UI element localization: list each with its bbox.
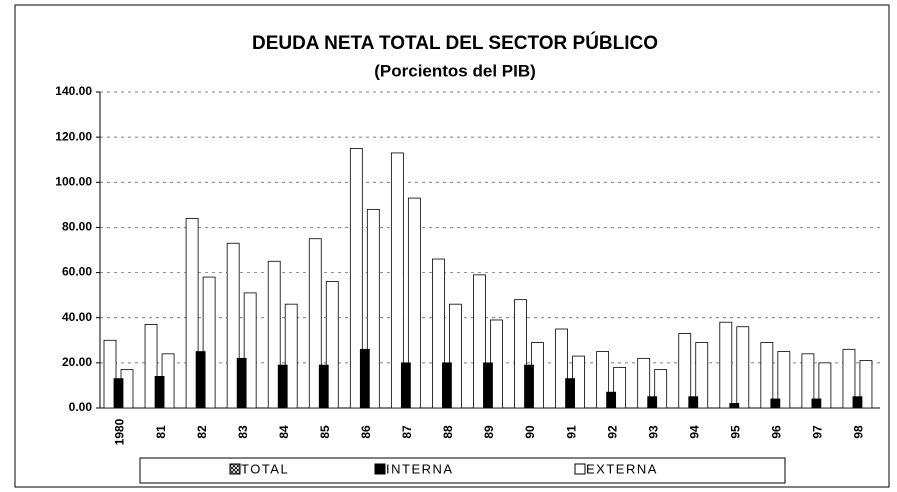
bar (760, 342, 774, 409)
bar (202, 276, 216, 409)
x-tick-label: 96 (770, 425, 784, 439)
y-tick-label: 40.00 (62, 310, 92, 324)
chart-subtitle: (Porcientos del PIB) (374, 61, 536, 80)
bar (325, 281, 339, 409)
bar (442, 362, 452, 409)
bar (736, 326, 750, 409)
bar (103, 339, 117, 409)
legend (139, 457, 786, 484)
bar (407, 197, 421, 409)
legend-label: EXTERNA (586, 461, 658, 476)
bar (678, 333, 692, 409)
bar (483, 362, 493, 409)
x-tick-label: 87 (400, 425, 414, 439)
x-tick-label: 88 (441, 425, 455, 439)
chart-title: DEUDA NETA TOTAL DEL SECTOR PÚBLICO (252, 32, 658, 54)
y-tick-label: 0.00 (69, 400, 93, 414)
x-tick-label: 95 (728, 425, 742, 439)
x-tick-label: 81 (154, 425, 168, 439)
bar (267, 260, 281, 409)
x-tick-label: 97 (811, 425, 825, 439)
legend-label: INTERNA (386, 461, 454, 476)
x-tick-label: 93 (646, 425, 660, 439)
bar (366, 208, 380, 409)
bar (606, 391, 617, 409)
frame (14, 4, 890, 488)
y-tick-label: 60.00 (62, 265, 92, 279)
bar (719, 321, 733, 409)
x-tick-label: 86 (359, 425, 373, 439)
legend-swatch (229, 463, 241, 475)
bar (308, 238, 322, 409)
y-tick-label: 120.00 (55, 129, 92, 143)
bar (852, 396, 863, 409)
bar (637, 357, 651, 409)
bar (695, 342, 709, 409)
bar (284, 303, 298, 409)
bar (185, 217, 199, 409)
bar (859, 360, 873, 409)
bar (770, 398, 781, 409)
x-tick-label: 91 (564, 425, 578, 439)
bar (318, 364, 329, 409)
legend-swatch (574, 463, 586, 475)
bar (811, 398, 822, 409)
x-tick-label: 1980 (113, 418, 127, 445)
bar (729, 403, 740, 409)
x-tick-label: 84 (277, 425, 291, 439)
bar (565, 378, 575, 409)
bar (236, 357, 247, 409)
x-tick-label: 82 (195, 425, 209, 439)
y-tick-label: 80.00 (62, 220, 92, 234)
bar (647, 396, 658, 409)
bar (654, 369, 668, 409)
bar (777, 351, 791, 409)
x-tick-label: 89 (482, 425, 496, 439)
bar (801, 353, 815, 409)
x-tick-label: 83 (236, 425, 250, 439)
y-tick-label: 100.00 (55, 174, 92, 188)
bar (400, 362, 411, 409)
legend-label: TOTAL (241, 461, 289, 476)
x-tick-label: 98 (852, 425, 866, 439)
y-tick-label: 20.00 (62, 355, 92, 369)
x-tick-label: 92 (605, 425, 619, 439)
bar (226, 242, 240, 409)
bar (359, 348, 370, 409)
bar (473, 274, 486, 409)
legend-swatch (374, 463, 386, 475)
x-tick-label: 94 (687, 425, 701, 439)
bar (613, 366, 627, 409)
x-tick-label: 90 (523, 425, 537, 439)
bar (113, 378, 124, 409)
bar (688, 396, 699, 409)
bar (449, 303, 462, 409)
bar (195, 351, 206, 409)
bar (277, 364, 288, 409)
bar (524, 364, 534, 409)
bar (514, 299, 527, 409)
bar (243, 292, 257, 409)
bar (596, 351, 610, 409)
bar (390, 152, 404, 409)
bar (818, 362, 832, 409)
y-tick-label: 140.00 (55, 84, 92, 98)
bar (144, 324, 158, 409)
bar (555, 328, 568, 409)
bar (154, 375, 165, 409)
bar (432, 258, 445, 409)
bar (842, 348, 856, 409)
bar (349, 148, 363, 409)
x-tick-label: 85 (318, 425, 332, 439)
